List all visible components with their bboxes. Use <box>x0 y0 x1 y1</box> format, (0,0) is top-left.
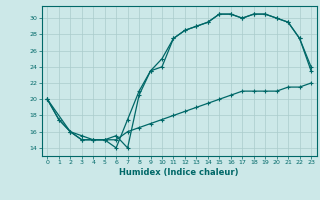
X-axis label: Humidex (Indice chaleur): Humidex (Indice chaleur) <box>119 168 239 177</box>
